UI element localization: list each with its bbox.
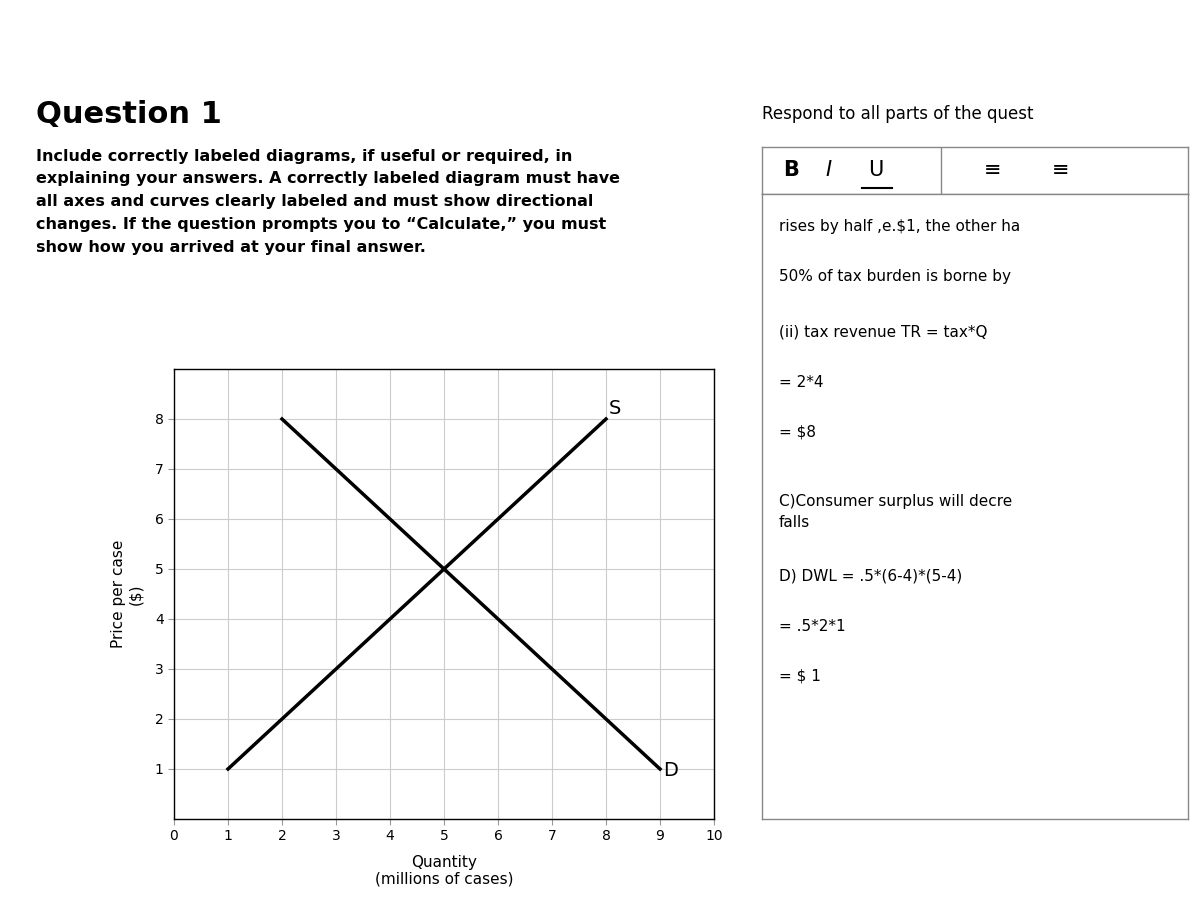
Text: (ii) tax revenue TR = tax*Q: (ii) tax revenue TR = tax*Q <box>779 325 988 340</box>
Y-axis label: Price per case
($): Price per case ($) <box>112 540 144 648</box>
Text: = $8: = $8 <box>779 425 816 440</box>
Text: Question 1: Question 1 <box>36 100 222 129</box>
Text: ≡: ≡ <box>1051 160 1069 180</box>
Text: Respond to all parts of the quest: Respond to all parts of the quest <box>762 105 1033 123</box>
Text: D) DWL = .5*(6-4)*(5-4): D) DWL = .5*(6-4)*(5-4) <box>779 569 962 584</box>
Text: C)Consumer surplus will decre
falls: C)Consumer surplus will decre falls <box>779 494 1013 530</box>
Text: apclassroom.collegeboard.org: apclassroom.collegeboard.org <box>496 19 704 33</box>
Text: Include correctly labeled diagrams, if useful or required, in
explaining your an: Include correctly labeled diagrams, if u… <box>36 148 620 255</box>
Text: rises by half ,e.$1, the other ha: rises by half ,e.$1, the other ha <box>779 219 1020 233</box>
Text: D: D <box>662 761 678 780</box>
Text: 50% of tax burden is borne by: 50% of tax burden is borne by <box>779 268 1012 284</box>
Text: = .5*2*1: = .5*2*1 <box>779 619 846 634</box>
Text: I: I <box>826 160 832 180</box>
Text: 00:38  Thu 30 Sep: 00:38 Thu 30 Sep <box>12 19 139 33</box>
Text: U: U <box>869 160 884 180</box>
Text: = $ 1: = $ 1 <box>779 669 821 684</box>
Text: S: S <box>608 399 622 418</box>
X-axis label: Quantity
(millions of cases): Quantity (millions of cases) <box>374 854 514 886</box>
Text: ≡: ≡ <box>984 160 1001 180</box>
Text: B: B <box>784 160 799 180</box>
Text: VPN  62%: VPN 62% <box>1121 19 1188 33</box>
Text: = 2*4: = 2*4 <box>779 375 823 390</box>
